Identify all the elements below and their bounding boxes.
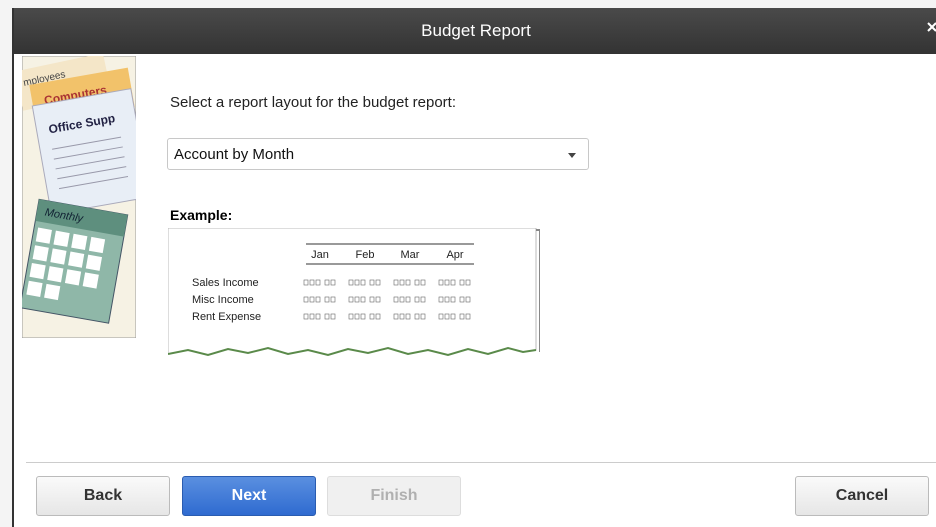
separator	[26, 462, 936, 463]
row-label: Rent Expense	[192, 311, 261, 323]
row-label: Sales Income	[192, 277, 259, 289]
column-header: Feb	[356, 249, 375, 261]
column-header: Apr	[446, 249, 463, 261]
screen: Budget Report mployees Computers Office …	[0, 0, 936, 527]
cancel-button[interactable]: Cancel	[795, 476, 929, 516]
next-button[interactable]: Next	[182, 476, 316, 516]
dropdown-value: Account by Month	[174, 146, 294, 163]
example-label: Example:	[170, 207, 232, 223]
example-preview: Jan Feb Mar Apr Sales Income Misc Income Rent …	[168, 228, 540, 368]
column-header: Jan	[311, 249, 329, 261]
button-label: Next	[232, 487, 267, 505]
title-bar: Budget Report	[14, 8, 936, 54]
dialog: Budget Report mployees Computers Office …	[12, 8, 936, 527]
row-label: Misc Income	[192, 294, 254, 306]
window-title: Budget Report	[421, 21, 531, 41]
dropdown-arrow	[568, 153, 576, 158]
column-header: Mar	[401, 249, 420, 261]
layout-dropdown[interactable]: Account by Month	[167, 138, 589, 170]
prompt: Select a report layout for the budget re…	[170, 94, 456, 111]
illustration: mployees Computers Office Supp Monthly	[22, 56, 136, 338]
button-label: Finish	[370, 487, 417, 505]
close-button[interactable]	[926, 20, 936, 34]
button-label: Cancel	[836, 487, 888, 505]
back-button[interactable]: Back	[36, 476, 170, 516]
button-label: Back	[84, 487, 122, 505]
finish-button: Finish	[327, 476, 461, 516]
